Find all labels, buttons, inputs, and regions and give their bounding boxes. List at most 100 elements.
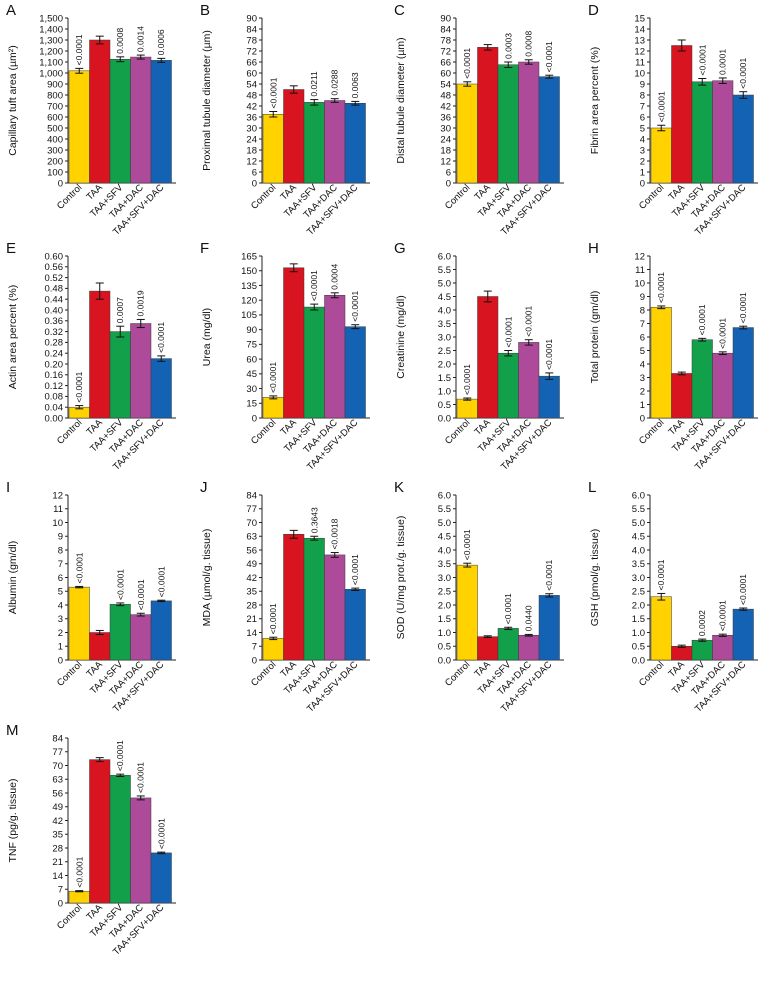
panel-k-ytick-label: 2.5 (438, 587, 451, 598)
panel-l-ytick-label: 4.5 (632, 532, 645, 543)
panel-e-bar-5 (150, 358, 172, 419)
panel-c-bar-3 (497, 64, 519, 184)
panel-j-ytick-label: 70 (246, 518, 257, 529)
panel-e-ytick-label: 0.60 (45, 251, 64, 262)
panel-g-ytick-label: 2.5 (438, 346, 451, 357)
panel-e-pvalue-4: 0.0019 (136, 290, 146, 316)
panel-k-ytick-label: 4.0 (438, 545, 451, 556)
panel-l-letter: L (588, 479, 596, 496)
panel-b: B Proximal tubule diameter (µm) 0612182430… (200, 2, 370, 238)
panel-k: K SOD (U/mg prot./g. tissue) 0.0 0.5 1.0 1.5 2… (394, 479, 564, 715)
panel-m-bar-4 (130, 797, 152, 904)
panel-c-ytick-label: 78 (440, 35, 451, 46)
panel-d-bar-2 (671, 45, 693, 184)
panel-b-bar-5 (344, 103, 366, 184)
panel-m-bar-2 (89, 759, 111, 904)
panel-b-ytick-label: 90 (246, 13, 257, 24)
panel-c-ytick-label: 12 (440, 156, 451, 167)
panel-h-bar-2 (671, 373, 693, 419)
panel-j-ytick-label: 35 (246, 587, 257, 598)
panel-m-ytick-label: 7 (58, 885, 63, 896)
panel-m-letter: M (6, 722, 19, 739)
panel-d-pvalue-3: <0.0001 (697, 44, 707, 75)
panel-i-bar-2 (89, 632, 111, 661)
panel-e-ytick-label: 0.24 (45, 349, 64, 360)
panel-e-bar-3 (109, 331, 131, 419)
panel-j-pvalue-5: <0.0001 (350, 554, 360, 585)
panel-g-ytick-label: 0.0 (438, 413, 451, 424)
panel-b-ytick-label: 54 (246, 79, 257, 90)
panel-d-ytick-label: 15 (634, 13, 645, 24)
panel-h-ylabel: Total protein (gm/dl) (589, 291, 601, 384)
panel-a-ytick-label: 1,100 (39, 57, 63, 68)
panel-j-pvalue-4: <0.0018 (330, 518, 340, 549)
panel-c-ytick-label: 90 (440, 13, 451, 24)
panel-c-pvalue-1: <0.0001 (462, 48, 472, 79)
panel-h-ytick-label: 1 (640, 400, 645, 411)
panel-e-bar-4 (130, 323, 152, 419)
panel-b-ylabel: Proximal tubule diameter (µm) (201, 30, 213, 171)
panel-h-ytick-label: 4 (640, 359, 645, 370)
panel-l-pvalue-4: <0.0001 (718, 600, 728, 631)
panel-g-pvalue-5: <0.0001 (544, 339, 554, 370)
panel-f-letter: F (200, 240, 209, 257)
panel-h-pvalue-5: <0.0001 (738, 292, 748, 323)
panel-a-ytick-label: 1,000 (39, 68, 63, 79)
panel-i-ytick-label: 7 (58, 559, 63, 570)
panel-i-pvalue-1: <0.0001 (74, 552, 84, 583)
panel-k-ytick-label: 2.0 (438, 600, 451, 611)
panel-g-ytick-label: 6.0 (438, 251, 451, 262)
panel-h-ytick-label: 0 (640, 413, 645, 424)
panel-b-ytick-label: 66 (246, 57, 257, 68)
panel-j-ytick-label: 14 (246, 628, 257, 639)
panel-i-ytick-label: 2 (58, 628, 63, 639)
panel-b-pvalue-4: 0.0288 (330, 69, 340, 95)
panel-m-ytick-label: 84 (52, 733, 63, 744)
panel-l-ytick-label: 6.0 (632, 490, 645, 501)
panel-d-bar-4 (712, 80, 734, 184)
panel-l-ytick-label: 0.0 (632, 655, 645, 666)
panel-j-ytick-label: 0 (252, 655, 257, 666)
panel-b-bar-2 (283, 89, 305, 184)
panel-b-ytick-label: 72 (246, 46, 257, 57)
panel-h-ytick-label: 3 (640, 373, 645, 384)
panel-i-letter: I (6, 479, 10, 496)
panel-e-pvalue-3: 0.0007 (115, 297, 125, 323)
panel-a-ytick-label: 900 (47, 79, 63, 90)
panel-a-pvalue-1: <0.0001 (74, 34, 84, 65)
panel-h-bar-4 (712, 352, 734, 419)
panel-b-ytick-label: 12 (246, 156, 257, 167)
panel-b-ytick-label: 36 (246, 112, 257, 123)
panel-e-pvalue-5: <0.0001 (156, 322, 166, 353)
panel-e-ytick-label: 0.36 (45, 316, 64, 327)
panel-a-ytick-label: 500 (47, 123, 63, 134)
panel-g-pvalue-4: <0.0001 (524, 305, 534, 336)
panel-h-ytick-label: 11 (635, 265, 645, 276)
panel-k-ytick-label: 1.5 (438, 614, 451, 625)
panel-c-bar-4 (518, 61, 540, 184)
panel-h-ytick-label: 8 (640, 305, 645, 316)
panel-l-ytick-label: 3.5 (632, 559, 645, 570)
panel-c-ytick-label: 42 (440, 101, 451, 112)
panel-j-pvalue-3: 0.3643 (309, 507, 319, 533)
panel-f: F Urea (mg/dl) 0 15 30 45 60 75 90 105 120 135 150 16… (200, 240, 370, 473)
panel-f-pvalue-3: <0.0001 (309, 270, 319, 301)
panel-a-bar-1 (68, 70, 90, 184)
panel-l-ytick-label: 2.0 (632, 600, 645, 611)
panel-d-ytick-label: 2 (640, 156, 645, 167)
panel-a-ytick-label: 0 (58, 178, 63, 189)
panel-k-ytick-label: 5.0 (438, 518, 451, 529)
panel-i-pvalue-5: <0.0001 (156, 566, 166, 597)
panel-f-ytick-label: 150 (241, 266, 257, 277)
panel-k-ytick-label: 6.0 (438, 490, 451, 501)
panel-i-ytick-label: 12 (52, 490, 63, 501)
panel-k-bar-1 (456, 564, 478, 661)
panel-f-ytick-label: 45 (246, 369, 257, 380)
panel-f-bar-1 (262, 397, 284, 419)
panel-a-ytick-label: 700 (47, 101, 63, 112)
panel-l-ytick-label: 2.5 (632, 587, 645, 598)
panel-d-pvalue-4: 0.0001 (718, 49, 728, 75)
panel-l-ytick-label: 1.0 (632, 628, 645, 639)
panel-j-ytick-label: 63 (246, 532, 257, 543)
